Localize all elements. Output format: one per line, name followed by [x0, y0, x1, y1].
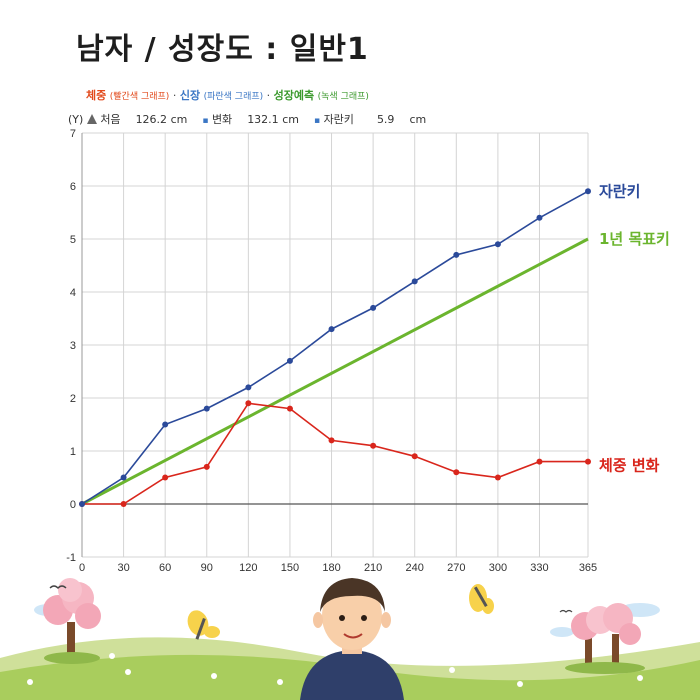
series-point-height — [585, 188, 591, 195]
grow-value: 5.9 — [376, 113, 395, 126]
y-tick-label: 5 — [70, 234, 76, 246]
start-unit: cm — [170, 113, 188, 126]
start-value: 126.2 — [135, 113, 168, 126]
series-point-height — [370, 304, 377, 311]
legend-height-note: (파란색 그래프) — [203, 92, 264, 102]
x-tick-label: 120 — [239, 562, 257, 574]
legend-weight-note: (빨간색 그래프) — [109, 92, 170, 102]
x-tick-label: 150 — [281, 562, 299, 574]
x-tick-label: 30 — [117, 562, 129, 574]
series-point-weight — [370, 442, 377, 449]
series-point-weight — [494, 474, 501, 481]
bird-icon — [559, 609, 573, 613]
series-point-weight — [585, 458, 591, 465]
chart-legend: 체중 (빨간색 그래프) · 신장 (파란색 그래프) · 성장예측 (녹색 그… — [86, 87, 369, 103]
y-tick-label: 0 — [70, 499, 76, 511]
series-point-height — [245, 384, 252, 391]
x-tick-label: 365 — [579, 562, 597, 574]
y-axis-marker: (Y) — [68, 113, 84, 126]
series-point-height — [453, 251, 460, 258]
series-line-weight — [82, 402, 588, 505]
y-tick-label: -1 — [66, 552, 76, 564]
series-label-height: 자란키 — [599, 182, 640, 200]
butterfly-icon — [187, 610, 220, 640]
y-tick-label: 7 — [70, 128, 76, 140]
butterfly-icon — [469, 584, 494, 614]
change-label: 변화 — [211, 113, 233, 126]
x-tick-label: 270 — [447, 562, 465, 574]
x-tick-label: 180 — [322, 562, 340, 574]
series-label-weight: 체중 변화 — [599, 457, 660, 475]
series-point-height — [162, 421, 169, 428]
y-tick-label: 4 — [70, 287, 76, 299]
legend-weight-label: 체중 — [86, 89, 107, 102]
series-point-weight — [286, 405, 293, 412]
y-tick-label: 6 — [70, 181, 76, 193]
x-tick-label: 60 — [159, 562, 171, 574]
change-unit: cm — [282, 113, 299, 126]
series-point-height — [203, 405, 210, 412]
series-point-weight — [203, 463, 210, 470]
start-label: 처음 — [100, 113, 121, 126]
x-tick-label: 300 — [489, 562, 507, 574]
legend-growth-label: 성장예측 — [273, 89, 315, 102]
series-line-height — [81, 190, 589, 505]
page-title: 남자 / 성장도 : 일반1 — [76, 32, 369, 67]
x-tick-label: 210 — [364, 562, 382, 574]
legend-separator: · — [172, 89, 177, 102]
series-point-weight — [328, 437, 335, 444]
cherry-tree-icon — [43, 578, 101, 664]
up-arrow-icon — [86, 114, 97, 124]
cherry-tree-icon — [565, 603, 645, 674]
legend-separator: · — [266, 89, 271, 102]
series-label-target: 1년 목표키 — [599, 230, 670, 248]
legend-growth-note: (녹색 그래프) — [317, 92, 369, 102]
bullet-icon: ▪ — [313, 116, 321, 126]
growth-summary: (Y) 처음 126.2 cm ▪ 변화 132.1 cm ▪ 자란키 5.9 … — [68, 111, 426, 127]
series-point-height — [328, 326, 335, 333]
series-line-target-height — [81, 237, 589, 506]
series-point-weight — [245, 400, 252, 407]
bullet-icon: ▪ — [202, 116, 209, 126]
bird-icon — [49, 585, 67, 589]
series-point-weight — [453, 469, 460, 476]
grow-label: 자란키 — [323, 113, 354, 126]
grow-unit: cm — [409, 113, 427, 126]
x-tick-label: 330 — [530, 562, 548, 574]
y-tick-label: 3 — [70, 340, 76, 352]
boy-character-icon — [300, 578, 404, 700]
scenery-illustration — [0, 578, 700, 700]
series-point-height — [494, 241, 501, 248]
series-point-weight — [411, 453, 418, 460]
x-tick-label: 0 — [79, 562, 85, 574]
x-tick-label: 240 — [406, 562, 424, 574]
series-point-height — [79, 501, 85, 507]
y-tick-label: 1 — [70, 446, 76, 458]
series-point-weight — [120, 501, 127, 507]
series-point-weight — [536, 458, 543, 465]
x-tick-label: 90 — [201, 562, 213, 574]
y-tick-label: 2 — [70, 393, 76, 405]
series-point-height — [120, 474, 127, 481]
change-value: 132.1 — [247, 113, 279, 126]
legend-height-label: 신장 — [179, 89, 201, 102]
series-point-weight — [162, 474, 169, 481]
series-point-height — [286, 357, 293, 364]
series-point-height — [536, 214, 543, 221]
series-point-height — [411, 278, 418, 285]
